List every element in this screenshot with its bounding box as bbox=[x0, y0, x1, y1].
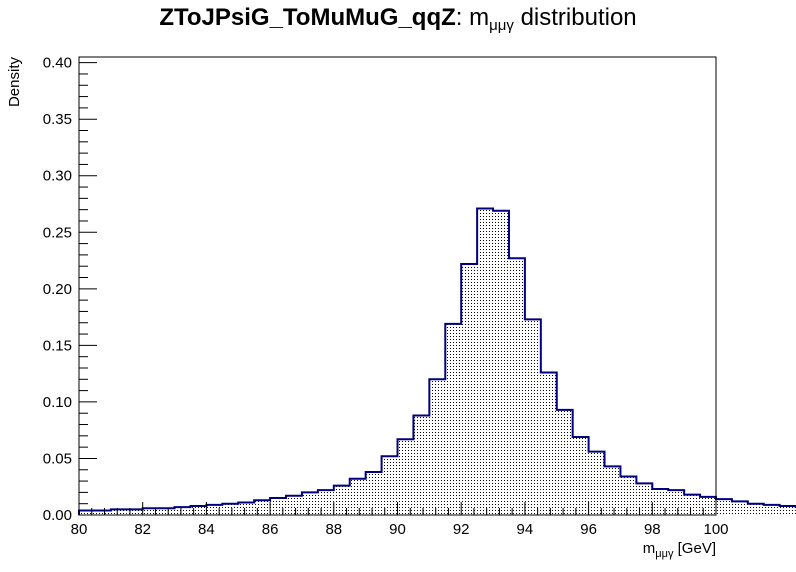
y-tick-label: 0.10 bbox=[43, 394, 72, 411]
y-tick-label: 0.40 bbox=[43, 55, 72, 72]
y-axis-tick-labels: 0.00 0.05 0.10 0.15 0.20 0.25 0.30 0.35 0.40 bbox=[43, 55, 72, 524]
x-tick-label: 100 bbox=[703, 521, 728, 538]
histogram-bin bbox=[763, 504, 780, 515]
histogram-bin bbox=[301, 492, 318, 515]
x-tick-label: 90 bbox=[389, 521, 406, 538]
x-tick-label: 96 bbox=[580, 521, 597, 538]
y-tick-label: 0.05 bbox=[43, 450, 72, 467]
histogram-bin bbox=[206, 504, 223, 515]
histogram-bin bbox=[349, 478, 366, 515]
y-tick-label: 0.00 bbox=[43, 507, 72, 524]
histogram-bin bbox=[190, 505, 207, 515]
histogram-bin bbox=[572, 436, 589, 515]
x-tick-label: 86 bbox=[262, 521, 279, 538]
chart-title-subscript: μμγ bbox=[489, 17, 514, 34]
x-axis-title-unit: [GeV] bbox=[673, 540, 716, 557]
histogram-bin bbox=[317, 490, 334, 515]
histogram-bin bbox=[238, 502, 255, 515]
x-axis-title-subscript: μμγ bbox=[655, 548, 674, 560]
histogram-bin bbox=[94, 510, 111, 515]
histogram-bin bbox=[716, 499, 732, 515]
chart-title-prefix: : m bbox=[455, 4, 490, 31]
histogram-bin bbox=[636, 483, 653, 515]
y-tick-label: 0.30 bbox=[43, 168, 72, 185]
histogram-step-layer bbox=[78, 207, 796, 515]
x-tick-label: 80 bbox=[71, 521, 88, 538]
histogram-bin bbox=[652, 488, 669, 515]
histogram-bin bbox=[684, 494, 701, 515]
x-tick-label: 88 bbox=[325, 521, 342, 538]
y-axis-ticks bbox=[79, 62, 97, 516]
y-tick-label: 0.35 bbox=[43, 111, 72, 128]
histogram-bin bbox=[413, 415, 430, 515]
x-axis-tick-labels: 80 82 84 86 88 90 92 94 96 98 100 bbox=[71, 521, 729, 538]
histogram-bin bbox=[429, 379, 446, 515]
x-tick-label: 92 bbox=[453, 521, 470, 538]
histogram-bin bbox=[700, 496, 716, 515]
histogram-bin bbox=[668, 490, 685, 515]
x-axis-title-main: m bbox=[643, 540, 656, 557]
histogram-bin bbox=[445, 323, 462, 515]
histogram-bin bbox=[333, 485, 350, 515]
histogram-bin bbox=[779, 505, 796, 515]
histogram-fill-layer bbox=[79, 208, 796, 515]
histogram-bin bbox=[126, 509, 143, 515]
histogram-bin bbox=[556, 409, 573, 515]
histogram-bin bbox=[174, 507, 191, 515]
chart-title: ZToJPsiG_ToMuMuG_qqZ: mμμγ distribution bbox=[0, 4, 796, 34]
histogram-bin bbox=[110, 509, 127, 515]
histogram-bin bbox=[365, 472, 382, 515]
histogram-bin bbox=[270, 498, 287, 515]
x-tick-label: 94 bbox=[517, 521, 534, 538]
histogram-bin bbox=[731, 501, 748, 515]
histogram-bin bbox=[493, 210, 509, 515]
histogram-bin bbox=[222, 503, 239, 515]
histogram-bin bbox=[158, 508, 175, 515]
x-axis-ticks bbox=[78, 502, 717, 515]
histogram-bin bbox=[381, 456, 398, 515]
histogram-bin bbox=[79, 510, 95, 515]
histogram-bin bbox=[540, 372, 557, 515]
y-axis-title: Density bbox=[6, 57, 23, 108]
histogram-bin bbox=[461, 263, 478, 515]
histogram-bin bbox=[524, 319, 541, 515]
y-tick-label: 0.15 bbox=[43, 337, 72, 354]
histogram-bin bbox=[747, 503, 764, 515]
y-tick-label: 0.20 bbox=[43, 281, 72, 298]
chart-title-bold: ZToJPsiG_ToMuMuG_qqZ bbox=[159, 4, 456, 31]
histogram-bin bbox=[620, 476, 637, 515]
histogram-bin bbox=[508, 258, 525, 515]
x-axis-title: mμμγ [GeV] bbox=[643, 540, 716, 560]
histogram-bin bbox=[397, 439, 414, 515]
histogram-bin bbox=[142, 508, 159, 515]
histogram-bin bbox=[604, 466, 621, 515]
histogram-bin bbox=[588, 451, 605, 515]
x-tick-label: 82 bbox=[134, 521, 151, 538]
x-tick-label: 84 bbox=[198, 521, 215, 538]
y-tick-label: 0.25 bbox=[43, 224, 72, 241]
histogram-step-line bbox=[78, 207, 796, 515]
histogram-bin bbox=[286, 495, 302, 515]
chart-title-suffix: distribution bbox=[513, 4, 637, 31]
x-tick-label: 98 bbox=[644, 521, 661, 538]
histogram-bin bbox=[254, 500, 271, 515]
histogram-bin bbox=[477, 208, 494, 515]
